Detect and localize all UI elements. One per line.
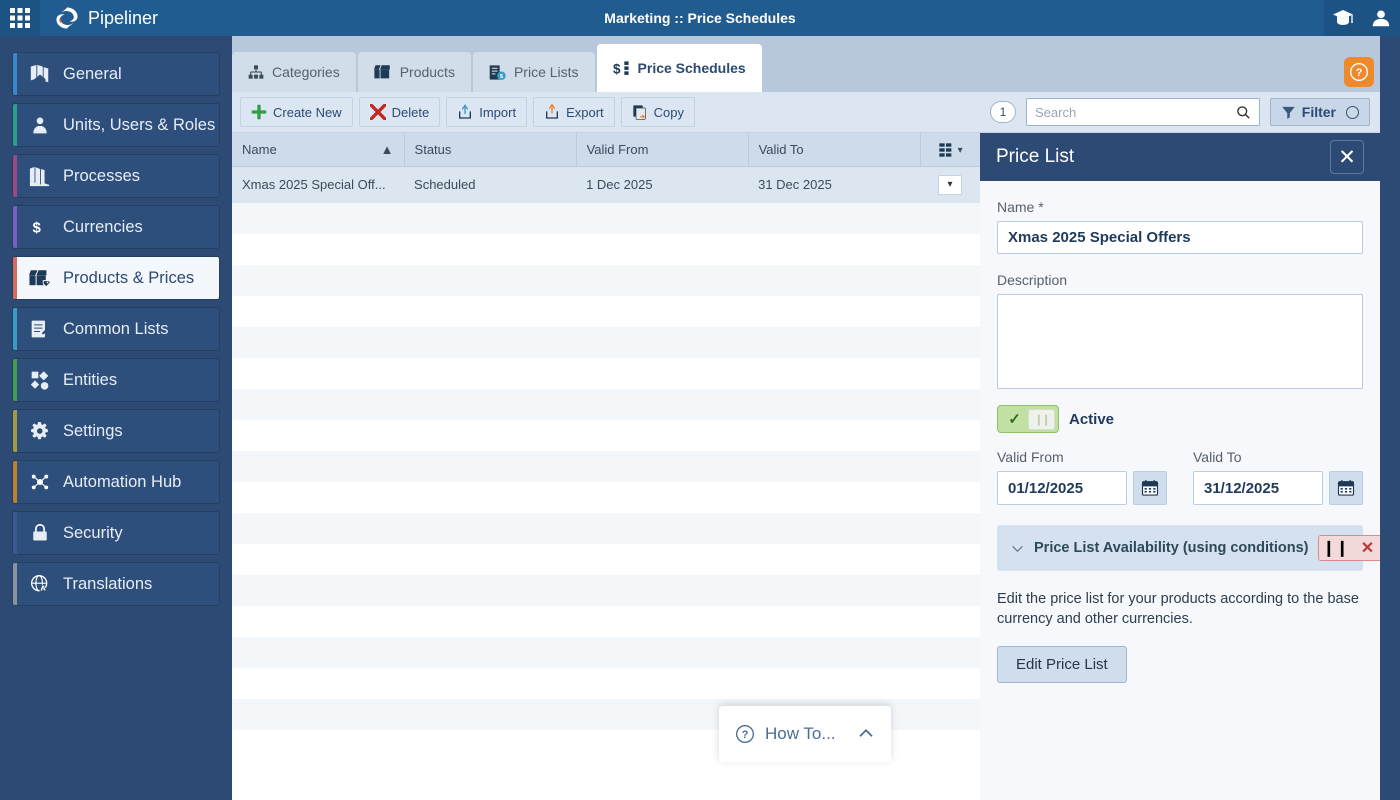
svg-text:$: $ <box>33 219 42 236</box>
svg-text:$: $ <box>613 61 621 76</box>
svg-text:?: ? <box>742 729 749 741</box>
svg-text:?: ? <box>1356 67 1363 79</box>
svg-text:A: A <box>40 583 46 592</box>
